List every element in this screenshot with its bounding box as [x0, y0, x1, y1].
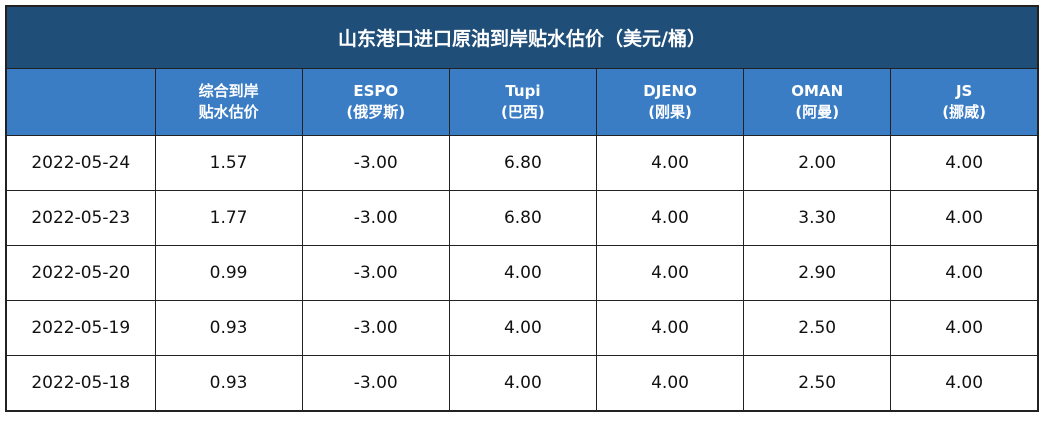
- column-header: DJENO (刚果): [595, 68, 745, 136]
- value-cell: 6.80: [448, 135, 597, 191]
- table-container: 山东港口进口原油到岸贴水估价（美元/桶） 综合到岸贴水估价 ESPO (俄罗斯) Tu…: [5, 5, 1039, 412]
- value-cell: 2.00: [743, 135, 892, 191]
- data-row: 2022-05-23 1.77 -3.00 6.80 4.00 3.30 4.00: [5, 190, 1039, 246]
- value-cell: 6.80: [448, 190, 597, 246]
- value-cell: 0.93: [154, 300, 303, 356]
- value-cell: -3.00: [301, 245, 450, 301]
- header-line: JS: [955, 82, 973, 100]
- value-cell: 4.00: [448, 355, 597, 412]
- column-header: ESPO (俄罗斯): [301, 68, 450, 136]
- header-line: (挪威): [942, 103, 986, 121]
- value-cell: 1.57: [154, 135, 303, 191]
- date-cell: 2022-05-18: [5, 355, 156, 412]
- column-header: Tupi (巴西): [448, 68, 597, 136]
- date-cell: 2022-05-20: [5, 245, 156, 301]
- price-table: 山东港口进口原油到岸贴水估价（美元/桶） 综合到岸贴水估价 ESPO (俄罗斯) Tu…: [5, 5, 1039, 412]
- data-row: 2022-05-19 0.93 -3.00 4.00 4.00 2.50 4.00: [5, 300, 1039, 356]
- value-cell: 2.90: [743, 245, 892, 301]
- table-title: 山东港口进口原油到岸贴水估价（美元/桶）: [6, 6, 1038, 69]
- title-row: 山东港口进口原油到岸贴水估价（美元/桶）: [6, 6, 1038, 69]
- value-cell: -3.00: [301, 355, 450, 412]
- value-cell: -3.00: [301, 135, 450, 191]
- value-cell: 4.00: [890, 355, 1039, 412]
- value-cell: 3.30: [743, 190, 892, 246]
- header-line: 综合到岸: [198, 82, 259, 100]
- value-cell: 4.00: [890, 135, 1039, 191]
- value-cell: 4.00: [595, 190, 745, 246]
- value-cell: 1.77: [154, 190, 303, 246]
- value-cell: 4.00: [448, 300, 597, 356]
- header-line: ESPO: [353, 82, 399, 100]
- header-line: 贴水估价: [198, 103, 259, 121]
- value-cell: 2.50: [743, 300, 892, 356]
- header-line: OMAN: [791, 82, 844, 100]
- header-line: Tupi: [505, 82, 541, 100]
- value-cell: 4.00: [448, 245, 597, 301]
- column-header: JS (挪威): [890, 68, 1039, 136]
- value-cell: 4.00: [595, 300, 745, 356]
- value-cell: 4.00: [595, 355, 745, 412]
- date-cell: 2022-05-24: [5, 135, 156, 191]
- value-cell: 4.00: [595, 135, 745, 191]
- value-cell: 4.00: [890, 300, 1039, 356]
- header-line: DJENO: [643, 82, 697, 100]
- data-row: 2022-05-24 1.57 -3.00 6.80 4.00 2.00 4.00: [5, 135, 1039, 191]
- column-header: 综合到岸 贴水估价: [154, 68, 303, 136]
- table-body: 2022-05-24 1.57 -3.00 6.80 4.00 2.00 4.00 2022-…: [5, 135, 1039, 412]
- column-header: OMAN (阿曼): [743, 68, 892, 136]
- header-line: (阿曼): [795, 103, 840, 121]
- value-cell: -3.00: [301, 300, 450, 356]
- header-blank: [5, 68, 156, 136]
- value-cell: 2.50: [743, 355, 892, 412]
- value-cell: 0.99: [154, 245, 303, 301]
- value-cell: 4.00: [890, 245, 1039, 301]
- value-cell: 4.00: [890, 190, 1039, 246]
- date-cell: 2022-05-23: [5, 190, 156, 246]
- value-cell: 4.00: [595, 245, 745, 301]
- header-line: (巴西): [501, 103, 545, 121]
- value-cell: -3.00: [301, 190, 450, 246]
- value-cell: 0.93: [154, 355, 303, 412]
- data-row: 2022-05-18 0.93 -3.00 4.00 4.00 2.50 4.00: [5, 355, 1039, 412]
- header-row: 综合到岸贴水估价 ESPO (俄罗斯) Tupi (巴西) DJENO (刚果) OMAN (阿…: [5, 68, 1039, 136]
- header-line: (俄罗斯): [346, 103, 406, 121]
- data-row: 2022-05-20 0.99 -3.00 4.00 4.00 2.90 4.00: [5, 245, 1039, 301]
- date-cell: 2022-05-19: [5, 300, 156, 356]
- header-line: (刚果): [648, 103, 692, 121]
